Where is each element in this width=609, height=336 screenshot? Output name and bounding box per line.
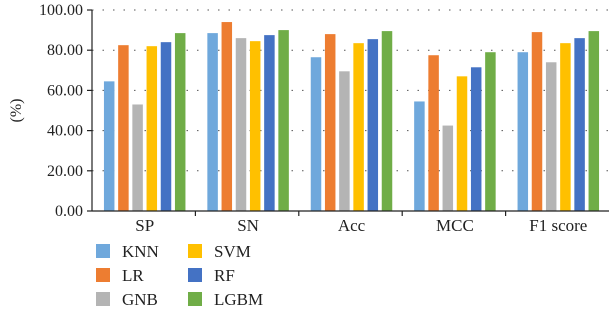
bar-rf-sn	[264, 35, 275, 211]
bar-rf-acc	[367, 39, 379, 211]
legend-label-svm: SVM	[214, 242, 251, 261]
legend-label-gnb: GNB	[122, 290, 158, 309]
y-tick-label: 100.00	[39, 2, 83, 19]
x-tick-label: MCC	[436, 216, 474, 235]
bar-knn-f1-score	[517, 52, 529, 212]
bar-lgbm-mcc	[485, 52, 496, 212]
bar-rf-f1-score	[574, 38, 585, 211]
legend-swatch-lgbm	[188, 292, 202, 306]
x-tick-label: F1 score	[529, 216, 587, 235]
bar-svm-mcc	[456, 76, 468, 211]
x-tick-labels: SP SN Acc MCC F1 score	[135, 211, 587, 235]
bar-knn-acc	[310, 57, 322, 211]
legend-label-lgbm: LGBM	[214, 290, 263, 309]
bar-svm-acc	[353, 43, 364, 211]
bar-gnb-mcc	[442, 125, 454, 211]
bar-lr-sp	[118, 45, 129, 211]
legend-label-lr: LR	[122, 266, 144, 285]
bar-lr-f1-score	[531, 32, 543, 211]
bar-knn-sp	[103, 81, 115, 211]
bar-lr-mcc	[428, 55, 439, 211]
bar-lgbm-acc	[381, 31, 393, 212]
legend-swatch-rf	[188, 268, 202, 282]
legend-label-knn: KNN	[122, 242, 159, 261]
x-tick-label: SP	[135, 216, 154, 235]
x-tick-label: Acc	[338, 216, 366, 235]
bar-svm-f1-score	[560, 43, 571, 211]
bar-svm-sn	[249, 41, 261, 211]
y-tick-label: 80.00	[47, 42, 83, 59]
bar-lr-acc	[324, 34, 336, 212]
y-tick-labels: 0.00 20.00 40.00 60.00 80.00 100.00	[39, 2, 92, 220]
y-tick-label: 20.00	[47, 163, 83, 180]
x-tick-label: SN	[237, 216, 259, 235]
legend-swatch-knn	[96, 244, 110, 258]
bar-lr-sn	[221, 22, 233, 212]
bar-svm-sp	[146, 46, 158, 212]
bar-rf-mcc	[470, 67, 482, 211]
bar-gnb-sn	[235, 38, 247, 211]
bar-gnb-f1-score	[545, 62, 557, 212]
legend-swatch-lr	[96, 268, 110, 282]
bar-gnb-acc	[339, 71, 350, 212]
bar-lgbm-sn	[278, 30, 289, 211]
bar-lgbm-f1-score	[588, 31, 600, 212]
legend: KNN LR GNB SVM RF LGBM	[96, 242, 263, 309]
legend-label-rf: RF	[214, 266, 235, 285]
bar-rf-sp	[160, 42, 172, 211]
legend-swatch-svm	[188, 244, 202, 258]
bar-gnb-sp	[132, 104, 143, 211]
y-axis-label: (%)	[8, 99, 25, 123]
bar-knn-mcc	[414, 101, 425, 211]
y-tick-label: 0.00	[55, 203, 83, 220]
bars	[103, 22, 600, 212]
legend-swatch-gnb	[96, 292, 110, 306]
y-tick-label: 60.00	[47, 82, 83, 99]
bar-knn-sn	[207, 33, 218, 211]
bar-lgbm-sp	[174, 33, 186, 211]
y-tick-label: 40.00	[47, 123, 83, 140]
